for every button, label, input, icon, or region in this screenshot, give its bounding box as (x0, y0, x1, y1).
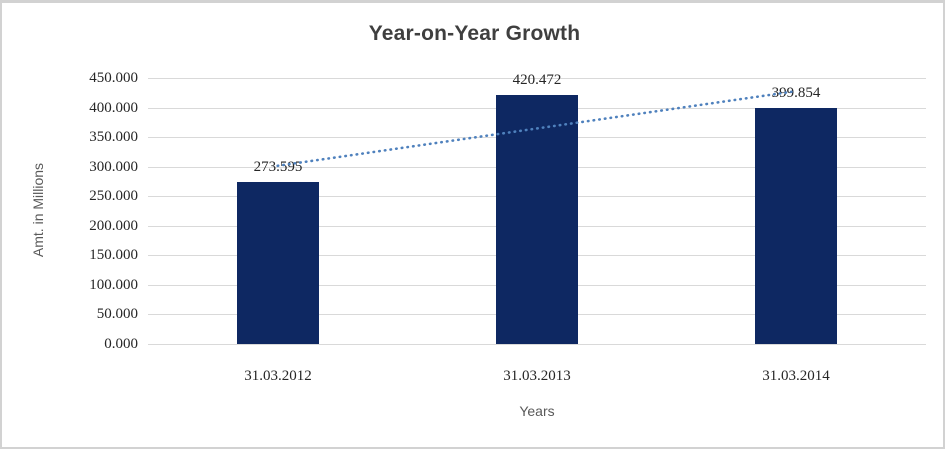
y-tick-label: 250.000 (89, 188, 138, 204)
x-category-label: 31.03.2014 (762, 368, 830, 384)
y-tick-label: 0.000 (104, 336, 138, 352)
chart-title: Year-on-Year Growth (368, 22, 581, 45)
trendline (276, 89, 798, 168)
y-tick-label: 50.000 (96, 306, 138, 322)
x-category-label: 31.03.2013 (503, 368, 571, 384)
y-tick-label: 200.000 (89, 218, 138, 234)
y-tick-label: 100.000 (89, 277, 138, 293)
bar-value-label: 420.472 (512, 72, 562, 88)
y-gridline (148, 344, 926, 345)
bar-value-label: 399.854 (771, 85, 821, 101)
x-category-label: 31.03.2012 (244, 368, 312, 384)
y-tick-label: 400.000 (89, 100, 138, 116)
x-axis-title: Years (519, 403, 555, 419)
bar (237, 182, 319, 344)
y-gridline (148, 78, 926, 79)
y-axis-title: Amt. in Millions (30, 162, 46, 258)
bar (496, 95, 578, 344)
y-tick-label: 150.000 (89, 247, 138, 263)
y-tick-label: 450.000 (89, 70, 138, 86)
bar (755, 108, 837, 344)
y-tick-label: 300.000 (89, 159, 138, 175)
y-tick-label: 350.000 (89, 129, 138, 145)
